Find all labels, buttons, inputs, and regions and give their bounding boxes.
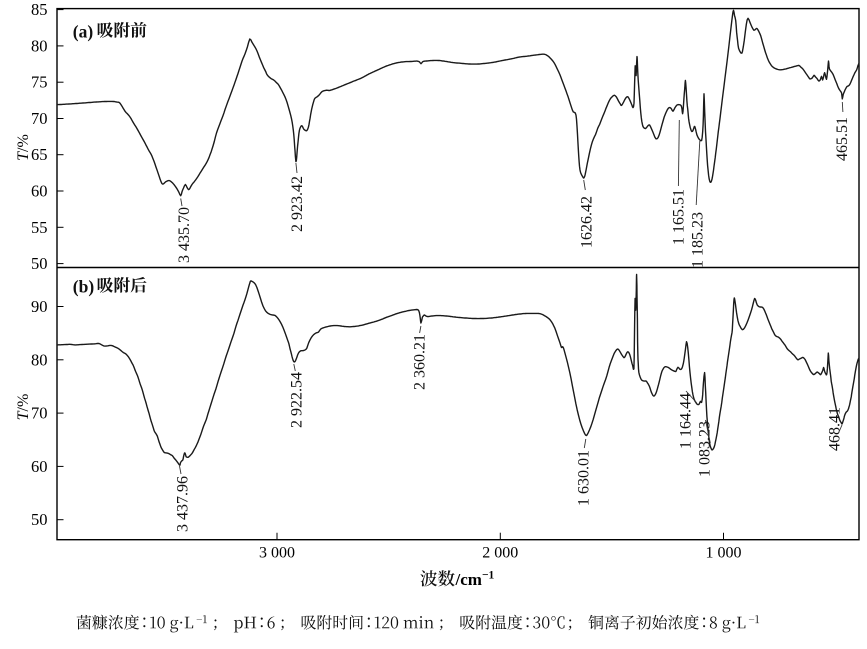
svg-text:75: 75 (31, 73, 48, 92)
svg-text:2 922.54: 2 922.54 (289, 372, 306, 428)
svg-text:1 083.23: 1 083.23 (697, 421, 714, 477)
svg-text:60: 60 (31, 182, 48, 201)
svg-text:80: 80 (31, 350, 48, 369)
svg-text:3 000: 3 000 (259, 545, 295, 562)
svg-text:90: 90 (31, 297, 48, 316)
svg-text:60: 60 (31, 457, 48, 476)
svg-text:80: 80 (31, 36, 48, 55)
svg-text:1 164.44: 1 164.44 (678, 393, 695, 449)
svg-text:465.51: 465.51 (834, 117, 851, 161)
svg-text:50: 50 (31, 254, 48, 273)
svg-text:1 000: 1 000 (706, 545, 742, 562)
svg-text:3 437.96: 3 437.96 (175, 476, 192, 532)
svg-text:50: 50 (31, 510, 48, 529)
svg-text:(b): (b) (73, 276, 95, 296)
svg-text:(a): (a) (73, 21, 94, 41)
svg-text:2 360.21: 2 360.21 (412, 334, 429, 390)
svg-text:70: 70 (31, 404, 48, 423)
svg-text:468.41: 468.41 (827, 407, 844, 451)
svg-text:2 000: 2 000 (482, 545, 518, 562)
svg-text:1 630.01: 1 630.01 (576, 450, 593, 506)
svg-text:85: 85 (31, 0, 48, 19)
svg-text:3 435.70: 3 435.70 (176, 207, 193, 263)
svg-text:1 185.23: 1 185.23 (690, 212, 707, 268)
svg-text:1626.42: 1626.42 (579, 196, 596, 248)
svg-text:65: 65 (31, 145, 48, 164)
svg-text:T/%: T/% (15, 394, 32, 421)
svg-text:2 923.42: 2 923.42 (289, 176, 306, 232)
svg-text:T/%: T/% (15, 134, 32, 161)
svg-text:70: 70 (31, 109, 48, 128)
svg-text:1 165.51: 1 165.51 (671, 189, 688, 245)
svg-text:55: 55 (31, 218, 48, 237)
